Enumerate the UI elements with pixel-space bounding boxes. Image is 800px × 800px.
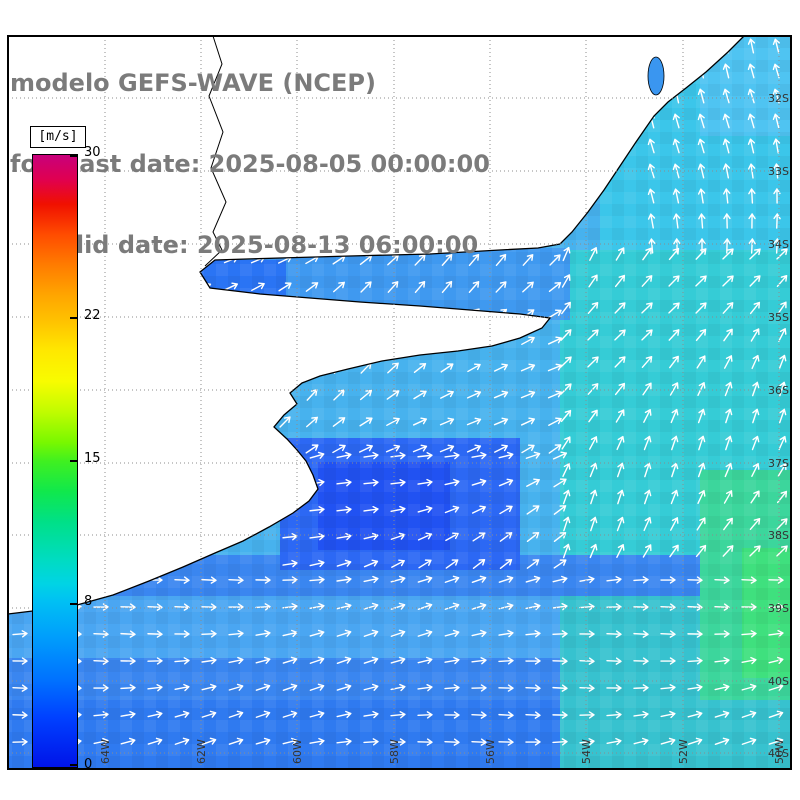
coastal-lagoon	[647, 56, 665, 96]
lon-label: 52W	[677, 739, 690, 764]
lat-label: 40S	[768, 675, 789, 688]
model-title: modelo GEFS-WAVE (NCEP)	[10, 69, 376, 97]
lon-label: 60W	[291, 739, 304, 764]
color-scale-legend: [m/s] 30 22 15 8 0	[30, 126, 150, 786]
lon-label: 64W	[99, 739, 112, 764]
lon-label: 54W	[580, 739, 593, 764]
land-region	[8, 36, 744, 614]
colorbar-unit-label: [m/s]	[30, 126, 86, 148]
colorbar-tick-mark	[70, 155, 77, 157]
colorbar-tick-mark	[70, 317, 77, 320]
map-frame	[7, 35, 792, 770]
lat-label: 38S	[768, 529, 789, 542]
lat-label: 34S	[768, 238, 789, 251]
lat-label: 36S	[768, 384, 789, 397]
colorbar-tick-mark	[70, 460, 77, 462]
rio-uruguay-river	[204, 35, 227, 267]
latitude-labels: 32S 33S 34S 35S 36S 37S 38S 39S 40S 41S	[768, 92, 789, 760]
colorbar-tick-label: 0	[84, 757, 93, 772]
plot-titles: modelo GEFS-WAVE (NCEP) forecast date: 2…	[10, 16, 490, 313]
lat-label: 39S	[768, 602, 789, 615]
colorbar-tick-label: 15	[84, 451, 101, 466]
colorbar-tick-mark	[70, 602, 77, 605]
longitude-labels: 64W 62W 60W 58W 56W 54W 52W 50W	[99, 739, 786, 764]
lon-label: 58W	[388, 739, 401, 764]
colorbar-ticks: 30 22 15 8 0	[30, 126, 150, 786]
wind-direction-arrows	[12, 38, 788, 746]
lon-label: 50W	[773, 739, 786, 764]
lon-label: 56W	[484, 739, 497, 764]
colorbar-tick-label: 30	[84, 145, 101, 160]
colorbar-tick-label: 8	[84, 593, 93, 609]
colorbar-tick-mark	[70, 764, 77, 766]
lat-label: 41S	[768, 747, 789, 760]
coastline	[7, 35, 745, 615]
lon-label: 62W	[195, 739, 208, 764]
grid-lines	[8, 36, 791, 769]
lat-label: 35S	[768, 311, 789, 324]
lat-label: 32S	[768, 92, 789, 105]
lat-label: 37S	[768, 457, 789, 470]
lat-label: 33S	[768, 165, 789, 178]
colorbar-tick-label: 22	[84, 308, 101, 324]
